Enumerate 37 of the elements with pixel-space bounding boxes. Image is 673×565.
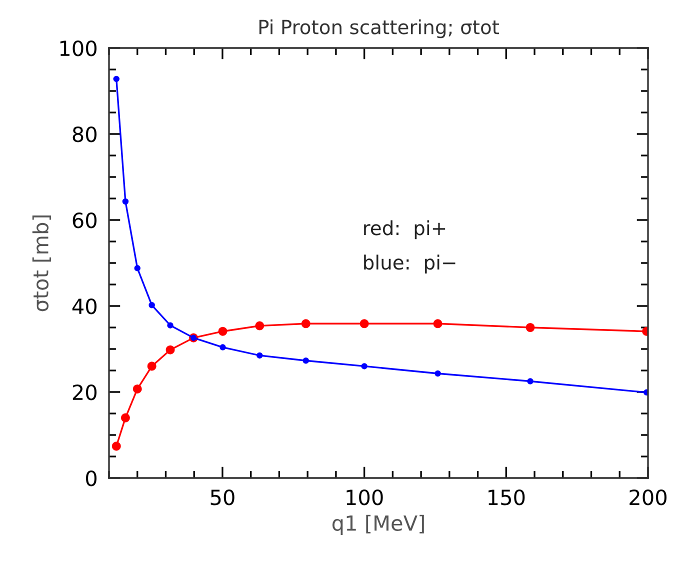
point (132, 384, 142, 394)
y-tick-label: 60 (72, 212, 97, 228)
point (167, 322, 174, 328)
x-tick-label: 200 (630, 489, 666, 506)
point (112, 442, 121, 451)
point (433, 319, 442, 328)
y-axis-title: σtot [mb] (32, 215, 51, 312)
point (148, 302, 155, 308)
point (434, 370, 441, 377)
point (302, 357, 309, 364)
point (120, 413, 130, 422)
point (113, 76, 120, 82)
x-tick-label: 50 (210, 489, 234, 506)
point (147, 362, 156, 371)
point (526, 322, 535, 332)
point (256, 352, 263, 359)
annotation: red: pi+ (364, 220, 446, 240)
point (527, 378, 534, 384)
point (255, 321, 264, 330)
y-tick-label: 20 (72, 384, 97, 400)
x-axis-title: q1 [MeV] (332, 514, 424, 535)
point (166, 345, 175, 354)
point (218, 326, 228, 336)
point (220, 344, 226, 350)
x-tick-label: 150 (488, 489, 525, 506)
y-tick-label: 100 (60, 40, 97, 56)
point (122, 198, 129, 205)
y-tick-label: 80 (72, 126, 97, 142)
y-tick-label: 40 (72, 298, 97, 314)
point (361, 363, 368, 370)
point (134, 265, 140, 272)
point (360, 319, 369, 328)
y-tick-label: 0 (86, 470, 97, 486)
chart-title: Pi Proton scattering; σtot (259, 19, 500, 38)
x-tick-label: 100 (346, 489, 383, 506)
point (301, 319, 310, 328)
annotation: blue: pi− (364, 254, 456, 274)
